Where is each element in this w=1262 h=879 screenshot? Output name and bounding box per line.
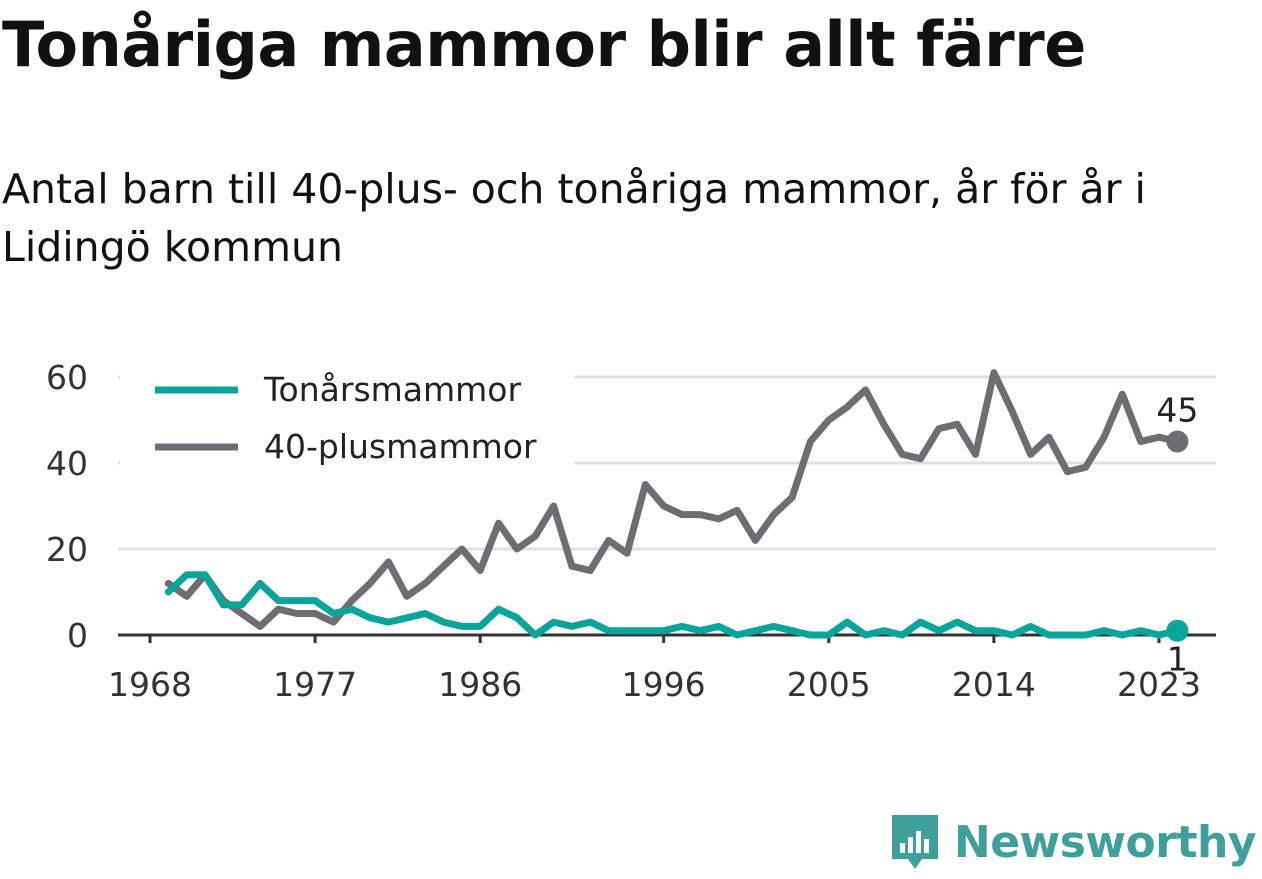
- end-point-tonarsmammor: [1166, 619, 1189, 642]
- series-lines: [164, 369, 1189, 642]
- x-axis: 1968 1977 1986 1996 2005 2014 2023: [108, 633, 1216, 704]
- brand-logo: Newsworthy: [890, 813, 1257, 871]
- end-label-40-plusmammor: 45: [1156, 391, 1198, 430]
- end-labels: 45 1: [1156, 391, 1198, 679]
- x-tick-label-2005: 2005: [787, 665, 871, 704]
- legend-label-40-plusmammor: 40-plusmammor: [264, 427, 537, 466]
- y-axis-ticks: 0 20 40 60: [46, 358, 88, 655]
- chart-title: Tonåriga mammor blir allt färre: [2, 8, 1086, 81]
- newsworthy-logo-icon: [891, 815, 938, 869]
- x-tick-label-1986: 1986: [438, 665, 522, 704]
- y-tick-label-20: 20: [46, 530, 88, 569]
- end-point-40-plusmammor: [1166, 430, 1189, 453]
- legend-label-tonarsmammor: Tonårsmammor: [263, 370, 521, 409]
- y-tick-label-40: 40: [46, 444, 88, 483]
- end-label-tonarsmammor: 1: [1167, 640, 1188, 679]
- y-tick-label-60: 60: [46, 358, 88, 397]
- y-tick-label-0: 0: [67, 616, 88, 655]
- x-tick-label-1977: 1977: [273, 665, 357, 704]
- chart-subtitle: Antal barn till 40-plus- och tonåriga ma…: [2, 165, 1146, 271]
- x-tick-label-2014: 2014: [952, 665, 1036, 704]
- series-line-40-plusmammor: [164, 369, 1181, 630]
- x-tick-label-2023: 2023: [1117, 665, 1201, 704]
- series-line-tonarsmammor: [164, 571, 1181, 639]
- x-tick-label-1968: 1968: [108, 665, 192, 704]
- line-chart: 0 20 40 60 1968 1977 1986 1996 2005 2014 2023 Ton…: [46, 358, 1216, 704]
- legend: Tonårsmammor 40-plusmammor: [120, 370, 575, 466]
- x-tick-label-1996: 1996: [622, 665, 706, 704]
- brand-name: Newsworthy: [953, 816, 1257, 868]
